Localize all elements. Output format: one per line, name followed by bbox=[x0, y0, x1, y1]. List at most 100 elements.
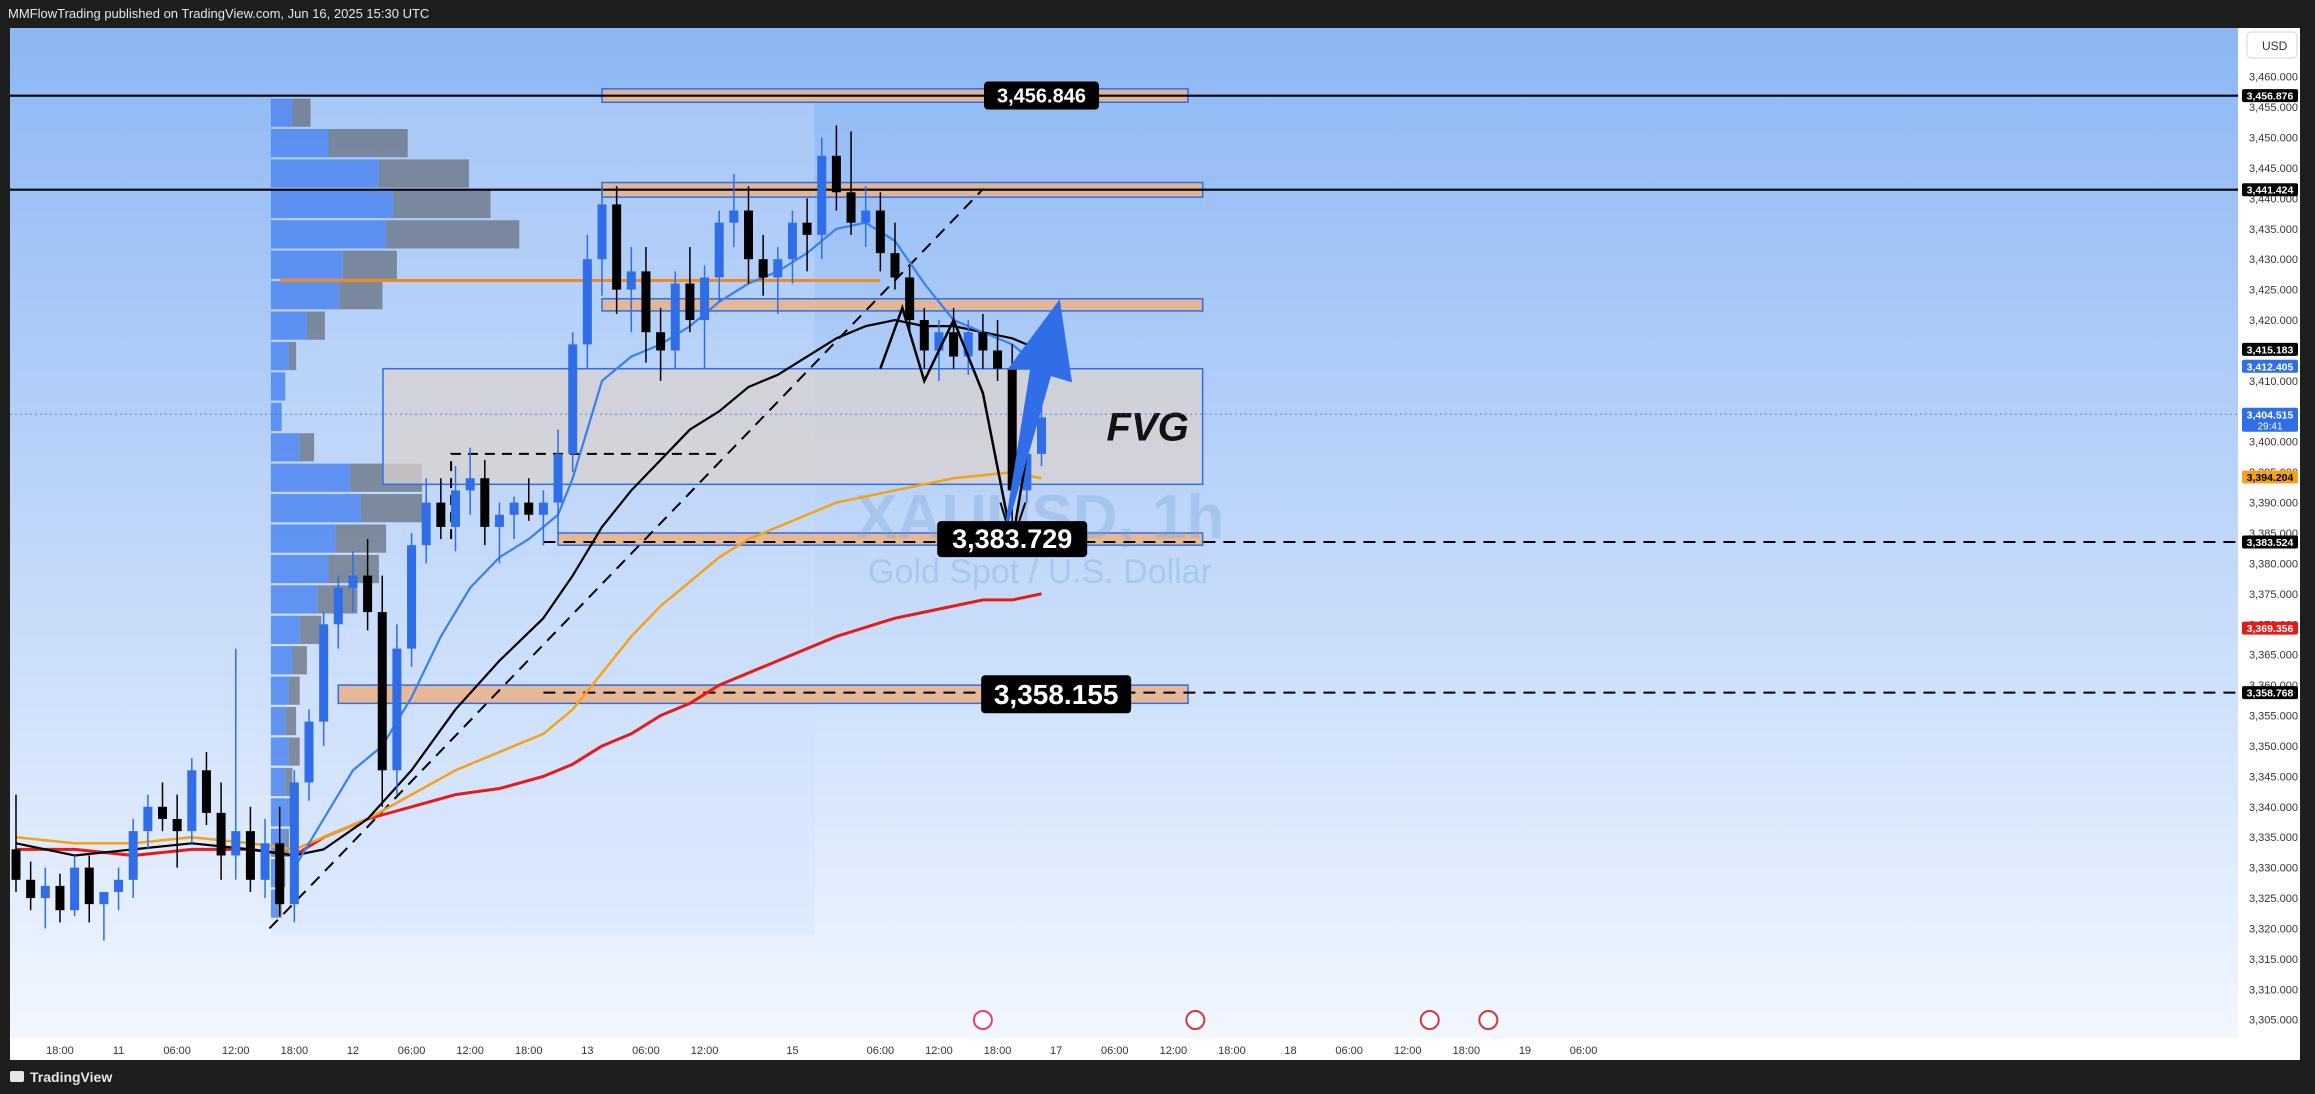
time-tick-label: 06:00 bbox=[867, 1045, 895, 1057]
price-tick-label: 3,350.000 bbox=[2249, 741, 2298, 753]
candles-layer bbox=[11, 125, 1046, 941]
price-chart[interactable]: FVG XAUUSD, 1h Gold Spot / U.S. Dollar 3… bbox=[0, 28, 2315, 1060]
price-tick-label: 3,315.000 bbox=[2249, 954, 2298, 966]
time-tick-label: 12:00 bbox=[222, 1045, 250, 1057]
candle-body bbox=[875, 210, 885, 254]
fvg-box bbox=[382, 367, 1204, 486]
candle-body bbox=[421, 502, 431, 546]
dashed-trendline bbox=[268, 188, 984, 930]
bullish-arrow bbox=[1003, 299, 1073, 534]
price-tick-label: 3,410.000 bbox=[2249, 376, 2298, 388]
time-tick-label: 06:00 bbox=[1570, 1045, 1598, 1057]
volume-bar-down bbox=[360, 494, 423, 523]
candle-body bbox=[11, 849, 21, 880]
candle-body bbox=[187, 770, 197, 832]
candle-body bbox=[377, 612, 387, 771]
volume-bar-up bbox=[270, 372, 286, 401]
volume-bar-down bbox=[292, 646, 307, 675]
time-tick-label: 06:00 bbox=[1335, 1045, 1363, 1057]
price-badge bbox=[2242, 89, 2298, 103]
candle-body bbox=[55, 885, 65, 911]
candle-body bbox=[319, 624, 329, 722]
candle-body bbox=[1007, 368, 1017, 491]
price-tick-label: 3,460.000 bbox=[2249, 72, 2298, 84]
price-tick-label: 3,450.000 bbox=[2249, 133, 2298, 145]
dashed-range-line bbox=[450, 452, 720, 540]
time-tick-label: 18:00 bbox=[515, 1045, 543, 1057]
volume-bar-down bbox=[288, 737, 300, 766]
candle-body bbox=[626, 271, 636, 290]
price-badge-text: 3,394.204 bbox=[2247, 472, 2294, 484]
time-tick-label: 06:00 bbox=[1101, 1045, 1129, 1057]
price-badge bbox=[2242, 535, 2298, 549]
candle-body bbox=[465, 478, 475, 491]
candle-body bbox=[1037, 417, 1046, 454]
candle-body bbox=[934, 332, 944, 351]
chart-svg[interactable]: FVG XAUUSD, 1h Gold Spot / U.S. Dollar 3… bbox=[0, 28, 2315, 1060]
candle-body bbox=[553, 453, 563, 503]
volume-bar-up bbox=[270, 220, 387, 249]
volume-bar-up bbox=[270, 889, 279, 918]
price-tick-label: 3,325.000 bbox=[2249, 893, 2298, 905]
price-tick-label: 3,320.000 bbox=[2249, 923, 2298, 935]
price-badge bbox=[2242, 359, 2298, 373]
price-badge bbox=[2242, 407, 2298, 432]
candle-body bbox=[700, 277, 710, 321]
candle-body bbox=[114, 879, 124, 892]
time-axis-panel bbox=[10, 1038, 2238, 1060]
candle-body bbox=[99, 891, 109, 905]
candle-body bbox=[802, 222, 812, 235]
us-flag-event-icon bbox=[1185, 1010, 1206, 1030]
candle-body bbox=[1022, 453, 1032, 491]
volume-bar-down bbox=[299, 433, 315, 462]
volume-bar-down bbox=[285, 767, 293, 797]
volume-bar-down bbox=[285, 828, 289, 857]
price-tick-label: 3,335.000 bbox=[2249, 832, 2298, 844]
candle-body bbox=[216, 812, 226, 856]
volume-bar-down bbox=[378, 159, 469, 188]
candle-body bbox=[84, 867, 94, 905]
volume-bar-up bbox=[270, 646, 293, 675]
zone-price-tag bbox=[981, 675, 1132, 714]
time-tick-label: 06:00 bbox=[632, 1045, 660, 1057]
volume-bar-up bbox=[270, 189, 394, 219]
time-axis[interactable]: 18:00 11 06:00 12:00 18:00 12 06:00 12:00 18:00 1… bbox=[10, 1010, 2238, 1060]
candle-body bbox=[597, 204, 607, 260]
time-tick-label: 12 bbox=[347, 1045, 359, 1057]
publish-bar: MMFlowTrading published on TradingView.c… bbox=[0, 0, 2315, 28]
volume-bar-up bbox=[270, 707, 286, 736]
candle-body bbox=[861, 210, 871, 223]
price-badge bbox=[2242, 621, 2298, 635]
volume-bar-up bbox=[270, 433, 300, 462]
volume-bar-up bbox=[270, 159, 379, 188]
time-tick-label: 19 bbox=[1519, 1045, 1531, 1057]
candle-body bbox=[70, 867, 80, 911]
price-badge bbox=[2242, 686, 2298, 700]
candle-body bbox=[919, 320, 929, 351]
price-axis[interactable]: 3,460.000 3,455.000 3,450.000 3,445.000 3,44… bbox=[2242, 72, 2298, 1027]
currency-label: USD bbox=[2262, 39, 2288, 53]
volume-bar-up bbox=[270, 767, 286, 797]
us-flag-event-icon bbox=[1478, 1010, 1499, 1030]
price-tick-label: 3,330.000 bbox=[2249, 863, 2298, 875]
candle-body bbox=[363, 575, 373, 613]
candle-body bbox=[612, 204, 622, 290]
volume-profile bbox=[270, 94, 815, 935]
volume-bar-up bbox=[270, 402, 282, 431]
volume-bar-up bbox=[270, 98, 293, 127]
price-badge bbox=[2242, 342, 2298, 356]
candle-body bbox=[685, 283, 695, 321]
price-badge-text: 3,383.524 bbox=[2247, 537, 2294, 549]
volume-bar-up bbox=[270, 554, 329, 584]
time-tick-label: 12:00 bbox=[925, 1045, 953, 1057]
price-badge bbox=[2242, 183, 2298, 197]
price-tick-label: 3,390.000 bbox=[2249, 498, 2298, 510]
candle-body bbox=[568, 344, 578, 454]
price-badge-text: 3,369.356 bbox=[2247, 623, 2294, 635]
time-tick-label: 18 bbox=[1284, 1045, 1296, 1057]
price-tick-label: 3,420.000 bbox=[2249, 315, 2298, 327]
currency-button[interactable]: USD bbox=[2246, 31, 2298, 59]
time-tick-label: 15 bbox=[786, 1045, 798, 1057]
candle-body bbox=[846, 192, 856, 223]
brand-bar: TradingView bbox=[0, 1060, 2315, 1094]
